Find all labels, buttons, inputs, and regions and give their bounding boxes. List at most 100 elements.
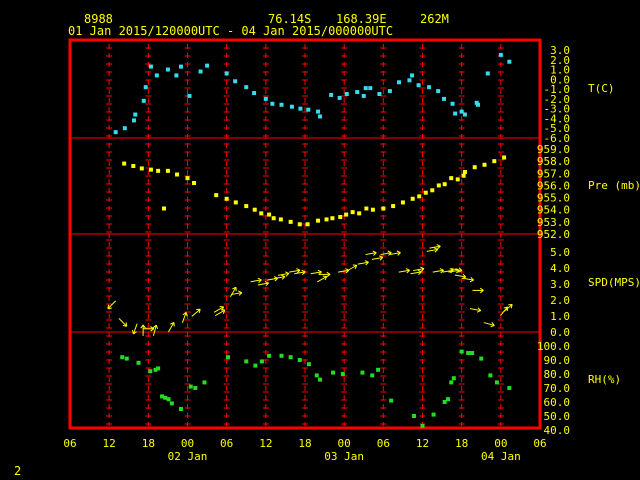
pressure-point [165, 168, 170, 173]
pressure-point [185, 176, 190, 181]
pressure-point [305, 222, 310, 227]
pressure-point [122, 161, 127, 166]
wind-arrow [274, 276, 286, 280]
pressure-point [139, 166, 144, 171]
wind-arrow-head [296, 269, 301, 274]
rh-point [459, 349, 464, 354]
rh-point [267, 353, 272, 358]
y-tick-label: 3.0 [550, 44, 570, 57]
temperature-point [450, 101, 455, 106]
temperature-point [453, 111, 458, 116]
y-tick-label: 4.0 [550, 262, 570, 275]
pressure-point [492, 159, 497, 164]
wind-arrow-head [462, 273, 467, 278]
wind-arrow [346, 264, 358, 272]
temperature-point [205, 63, 210, 68]
pressure-point [455, 177, 460, 182]
wind-arrow-head [133, 331, 137, 335]
temperature-point [416, 83, 421, 88]
wind-arrow-head [418, 271, 422, 275]
wind-arrow-head [456, 269, 460, 274]
wind-arrow-head [354, 265, 358, 270]
pressure-point [462, 170, 467, 175]
rh-point [288, 355, 293, 360]
latitude: 76.14S [268, 12, 312, 26]
wind-arrow-head [301, 269, 306, 273]
rh-point [420, 423, 425, 428]
temperature-point [368, 86, 373, 91]
temperature-point [178, 64, 183, 69]
wind-arrow [503, 304, 513, 312]
rh-point [279, 353, 284, 358]
x-day-label: 02 Jan [168, 450, 208, 463]
temperature-point [306, 107, 311, 112]
wind-arrow-head [152, 324, 157, 329]
temperature-point [263, 96, 268, 101]
y-tick-label: -2.0 [544, 93, 571, 106]
wind-arrow-head [396, 250, 401, 254]
pressure-point [461, 173, 466, 178]
wind-arrow-head [257, 277, 262, 281]
wind-arrow-head [490, 324, 495, 328]
y-tick-label: 90.0 [544, 354, 571, 367]
x-tick-label: 18 [142, 437, 155, 450]
y-tick-label: 958.0 [537, 155, 570, 168]
wind-arrow-head [238, 292, 243, 296]
wind-arrow-head [326, 271, 331, 275]
temperature-point [363, 86, 368, 91]
wind-arrow [432, 269, 444, 273]
wind-arrow-head [170, 321, 175, 325]
rh-point [376, 367, 381, 372]
y-tick-label: 40.0 [544, 424, 571, 437]
wind-arrow [310, 271, 322, 275]
pressure-point [156, 168, 161, 173]
wind-arrow [380, 252, 392, 256]
temperature-point [485, 71, 490, 76]
wind-arrow-head [420, 268, 425, 272]
wind-arrow-head [150, 328, 155, 332]
x-tick-label: 06 [63, 437, 76, 450]
wind-arrow [107, 300, 117, 310]
y-tick-label: 957.0 [537, 167, 570, 180]
temperature-point [174, 73, 179, 78]
temperature-point [244, 85, 249, 90]
temperature-point [377, 92, 382, 96]
rh-point [507, 386, 512, 390]
wind-arrow [365, 252, 377, 256]
pressure-point [259, 211, 264, 216]
wind-arrow [462, 277, 474, 281]
x-tick-label: 06 [377, 437, 390, 450]
wind-arrow-head [379, 255, 384, 258]
temperature-point [131, 118, 136, 123]
wind-arrow [450, 268, 462, 272]
x-tick-label: 12 [416, 437, 429, 450]
pressure-point [370, 207, 375, 212]
wind-arrow-head [470, 277, 474, 281]
wind-arrow-head [107, 307, 112, 310]
rh-point [314, 373, 319, 378]
wind-arrow [181, 312, 187, 323]
y-tick-label: 2.0 [550, 54, 570, 67]
x-tick-label: 00 [338, 437, 351, 450]
rh-point [466, 351, 471, 355]
wind-arrow-head [155, 324, 159, 330]
temperature-point [459, 109, 464, 114]
temperature-point [224, 71, 229, 76]
y-tick-label: 953.0 [537, 216, 570, 229]
x-day-label: 03 Jan [324, 450, 364, 463]
wind-arrow [371, 256, 383, 260]
y-tick-label: 952.0 [537, 228, 570, 241]
rh-point [488, 373, 493, 378]
pressure-point [423, 190, 428, 195]
temperature-point [387, 89, 392, 94]
wind-arrow-head [372, 250, 377, 254]
rh-point [340, 372, 345, 376]
wind-arrow [132, 323, 138, 335]
x-day-label: 04 Jan [481, 450, 521, 463]
wind-arrow [398, 269, 410, 273]
wind-arrow-head [406, 269, 410, 274]
pressure-point [442, 182, 447, 187]
wind-arrow-head [107, 304, 110, 309]
wind-arrow [442, 269, 454, 273]
